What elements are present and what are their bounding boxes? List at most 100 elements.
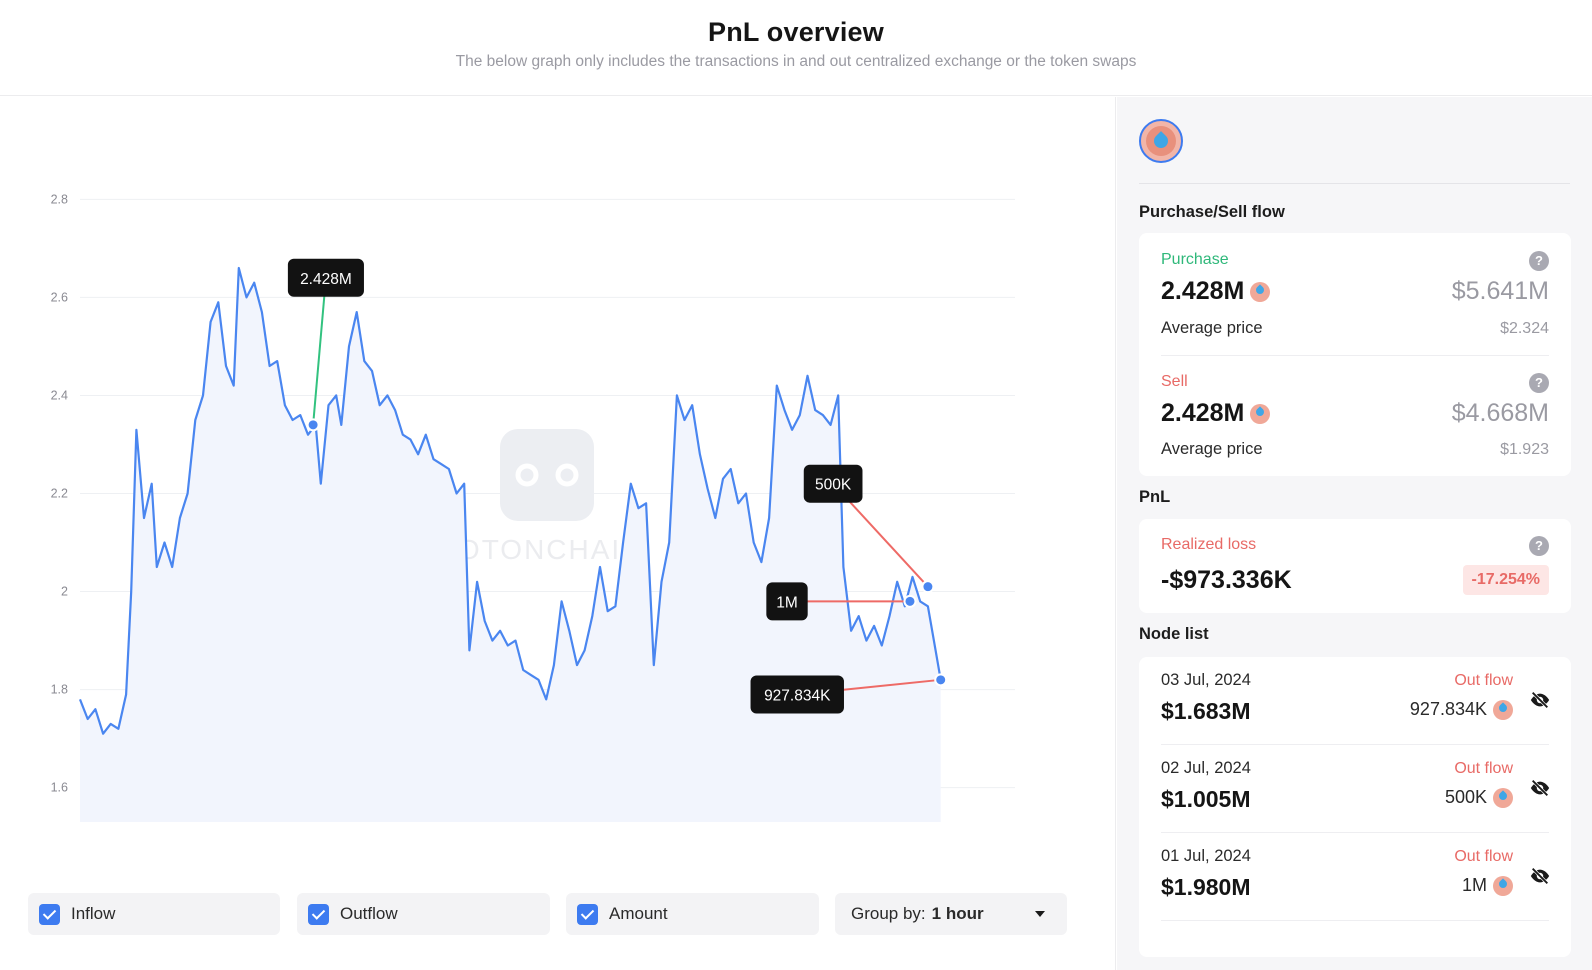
y-tick-label: 1.6 xyxy=(51,781,68,795)
y-tick-label: 2.4 xyxy=(51,388,68,402)
divider xyxy=(1161,832,1549,833)
node-date: 03 Jul, 2024 xyxy=(1161,671,1251,689)
divider xyxy=(1139,183,1570,184)
group-by-value: 1 hour xyxy=(931,904,984,923)
annotation-box xyxy=(766,582,808,621)
inflow-checkbox[interactable] xyxy=(39,903,60,925)
list-item[interactable]: 01 Jul, 2024 $1.980M Out flow 1M xyxy=(1139,833,1571,921)
y-tick-label: 2.2 xyxy=(51,487,68,501)
y-tick-label: 2.8 xyxy=(51,192,68,206)
chart-panel: 1.61.822.22.42.62.8May 19May 26Jun 02Jun… xyxy=(0,97,1116,970)
annotation-box xyxy=(750,675,844,714)
node-amount: 1M xyxy=(1462,875,1513,896)
outflow-checkbox[interactable] xyxy=(308,903,329,925)
purchase-amount: 2.428M xyxy=(1161,277,1271,306)
node-value: $1.683M xyxy=(1161,698,1251,724)
purchase-sell-title: Purchase/Sell flow xyxy=(1139,203,1285,221)
sell-label: Sell xyxy=(1161,373,1188,390)
purchase-amount-value: 2.428M xyxy=(1161,277,1245,305)
y-tick-label: 1.8 xyxy=(51,683,68,697)
sell-help-icon[interactable]: ? xyxy=(1529,373,1549,393)
sell-amount-value: 2.428M xyxy=(1161,399,1245,427)
chevron-down-icon xyxy=(1035,911,1045,917)
token-icon xyxy=(1250,282,1271,303)
annotation-label: 500K xyxy=(815,477,852,494)
annotation-label: 2.428M xyxy=(300,271,352,288)
sell-avg-label: Average price xyxy=(1161,440,1263,458)
sell-avg-value: $1.923 xyxy=(1500,441,1549,458)
y-tick-label: 2.6 xyxy=(51,290,68,304)
series-line xyxy=(78,266,942,735)
annotation-label: 1M xyxy=(776,594,798,611)
token-icon xyxy=(1493,699,1513,720)
loss-percent-badge: -17.254% xyxy=(1462,565,1549,595)
token-icon xyxy=(1250,404,1271,425)
node-flow-type: Out flow xyxy=(1454,760,1513,777)
annotation-leader-line xyxy=(312,277,327,425)
node-flow-type: Out flow xyxy=(1454,672,1513,689)
node-amount-value: 500K xyxy=(1444,787,1487,807)
divider xyxy=(1161,920,1549,921)
sell-usd: $4.668M xyxy=(1451,399,1549,427)
purchase-avg-label: Average price xyxy=(1161,319,1263,337)
annotation-point xyxy=(306,418,320,432)
watermark-logo xyxy=(500,429,594,521)
node-flow-type: Out flow xyxy=(1454,848,1513,865)
list-item[interactable]: 02 Jul, 2024 $1.005M Out flow 500K xyxy=(1139,745,1571,833)
annotation-point xyxy=(934,673,948,687)
eye-slash-icon[interactable] xyxy=(1529,689,1551,711)
y-tick-label: 2 xyxy=(61,585,68,599)
node-list-title: Node list xyxy=(1139,625,1209,643)
divider xyxy=(1161,744,1549,745)
series-area xyxy=(80,268,941,822)
pnl-help-icon[interactable]: ? xyxy=(1529,536,1549,556)
annotation-box xyxy=(287,258,364,297)
pnl-title: PnL xyxy=(1139,488,1171,506)
page-header: PnL overview The below graph only includ… xyxy=(0,0,1592,96)
amount-checkbox[interactable] xyxy=(577,903,598,925)
outflow-label: Outflow xyxy=(340,904,398,923)
group-by-label: Group by: xyxy=(851,904,926,923)
amount-toggle[interactable]: Amount xyxy=(566,893,819,935)
annotation-point xyxy=(903,594,917,608)
purchase-avg-value: $2.324 xyxy=(1500,320,1549,337)
list-item[interactable]: 03 Jul, 2024 $1.683M Out flow 927.834K xyxy=(1139,657,1571,745)
token-icon xyxy=(1493,787,1513,808)
inflow-toggle[interactable]: Inflow xyxy=(28,893,280,935)
chart-controls: Inflow Outflow Amount Group by: 1 hour xyxy=(28,893,1088,935)
token-avatar-icon xyxy=(1139,119,1183,163)
node-amount: 927.834K xyxy=(1410,699,1513,720)
watermark-logo-ring xyxy=(555,463,579,487)
realized-loss-label: Realized loss xyxy=(1161,536,1257,553)
purchase-sell-card: Purchase ? 2.428M $5.641M Average price … xyxy=(1139,233,1571,476)
side-panel: Purchase/Sell flow Purchase ? 2.428M $5.… xyxy=(1117,97,1592,970)
purchase-label: Purchase xyxy=(1161,251,1229,268)
node-amount: 500K xyxy=(1445,787,1513,808)
amount-label: Amount xyxy=(609,904,668,923)
pnl-card: Realized loss ? -$973.336K -17.254% xyxy=(1139,519,1571,613)
inflow-label: Inflow xyxy=(71,904,116,923)
eye-slash-icon[interactable] xyxy=(1529,865,1551,887)
eye-slash-icon[interactable] xyxy=(1529,777,1551,799)
annotation-point xyxy=(921,580,935,594)
watermark-logo-ring xyxy=(515,463,539,487)
page-title: PnL overview xyxy=(708,17,884,47)
node-date: 01 Jul, 2024 xyxy=(1161,847,1251,865)
node-amount-value: 1M xyxy=(1461,875,1487,895)
token-icon xyxy=(1493,875,1513,896)
purchase-usd: $5.641M xyxy=(1451,277,1549,305)
card-divider xyxy=(1161,355,1549,356)
outflow-toggle[interactable]: Outflow xyxy=(297,893,550,935)
purchase-help-icon[interactable]: ? xyxy=(1529,251,1549,271)
node-value: $1.980M xyxy=(1161,874,1251,900)
node-value: $1.005M xyxy=(1161,786,1251,812)
pnl-line-chart[interactable]: 1.61.822.22.42.62.8May 19May 26Jun 02Jun… xyxy=(0,97,1116,897)
page-subtitle: The below graph only includes the transa… xyxy=(455,53,1137,70)
node-date: 02 Jul, 2024 xyxy=(1161,759,1251,777)
annotation-label: 927.834K xyxy=(764,688,831,705)
sell-amount: 2.428M xyxy=(1161,399,1271,428)
group-by-select[interactable]: Group by: 1 hour xyxy=(835,893,1067,935)
realized-loss-value: -$973.336K xyxy=(1161,566,1292,594)
node-list-card: 03 Jul, 2024 $1.683M Out flow 927.834K 0… xyxy=(1139,657,1571,957)
annotation-box xyxy=(803,464,863,503)
